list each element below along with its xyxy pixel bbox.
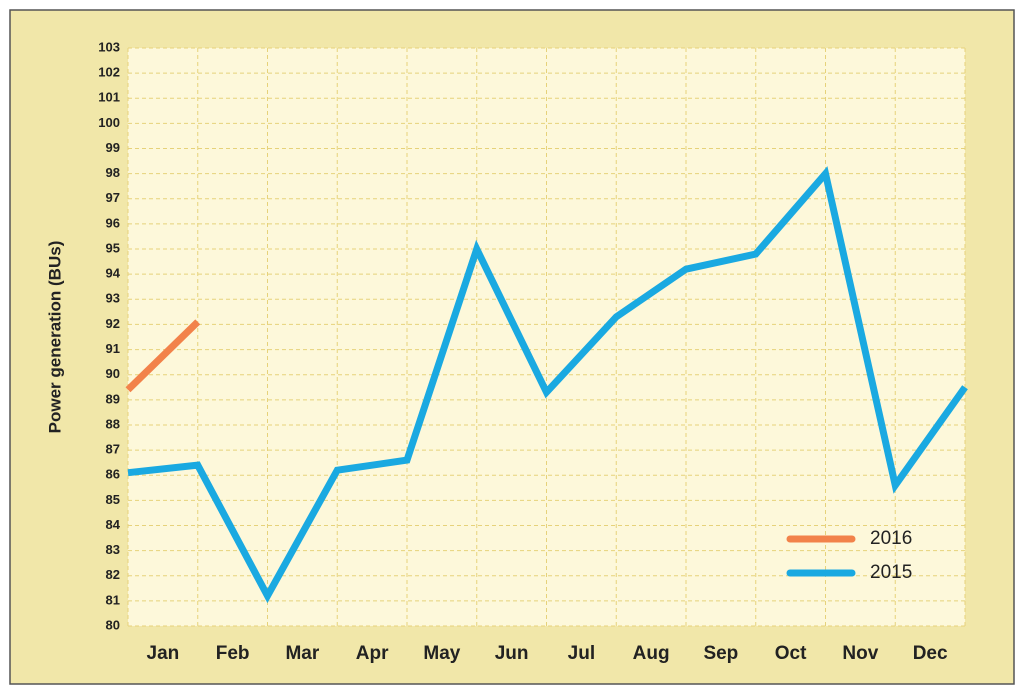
y-tick-label: 82	[106, 567, 120, 582]
x-tick-label: Jun	[495, 643, 529, 664]
y-tick-label: 103	[98, 39, 120, 54]
line-series	[127, 166, 968, 604]
y-tick-label: 85	[106, 492, 120, 507]
x-tick-label: Jan	[147, 643, 180, 664]
legend-label: 2015	[870, 562, 912, 583]
y-tick-label: 93	[106, 291, 120, 306]
y-tick-label: 88	[106, 416, 120, 431]
y-tick-label: 80	[106, 617, 120, 632]
x-tick-label: Feb	[216, 643, 250, 664]
x-tick-label: Oct	[775, 643, 807, 664]
y-axis-label: Power generation (BUs)	[45, 241, 64, 434]
y-tick-label: 92	[106, 316, 120, 331]
line-series	[125, 319, 201, 393]
x-tick-label: Jul	[568, 643, 595, 664]
y-tick-label: 86	[106, 467, 120, 482]
x-tick-label: Sep	[703, 643, 738, 664]
y-tick-label: 83	[106, 542, 120, 557]
y-tick-label: 100	[98, 115, 120, 130]
y-tick-label: 90	[106, 366, 120, 381]
y-tick-label: 102	[98, 65, 120, 80]
x-tick-label: Apr	[356, 643, 389, 664]
x-tick-label: Mar	[285, 643, 319, 664]
y-tick-label: 89	[106, 391, 120, 406]
legend-label: 2016	[870, 528, 912, 549]
y-tick-label: 95	[106, 240, 120, 255]
x-tick-label: Dec	[913, 643, 948, 664]
x-tick-label: Nov	[842, 643, 878, 664]
x-tick-label: May	[423, 643, 460, 664]
y-tick-label: 99	[106, 140, 120, 155]
y-tick-label: 94	[106, 266, 121, 281]
x-tick-label: Aug	[633, 643, 670, 664]
y-tick-label: 98	[106, 165, 120, 180]
y-tick-label: 87	[106, 442, 120, 457]
y-tick-label: 84	[106, 517, 121, 532]
y-tick-label: 96	[106, 215, 120, 230]
y-tick-label: 97	[106, 190, 120, 205]
y-tick-label: 91	[106, 341, 120, 356]
y-tick-label: 81	[106, 592, 120, 607]
y-tick-label: 101	[98, 90, 120, 105]
